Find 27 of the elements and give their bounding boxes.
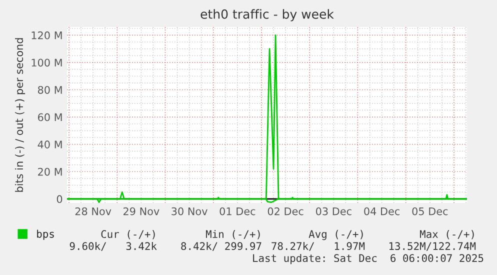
x-tick-label: 04 Dec <box>364 207 400 216</box>
text: Min (-/+) <box>206 230 260 240</box>
text: 78.27k/ 1.97M <box>272 242 365 251</box>
x-tick-label: 29 Nov <box>124 207 160 216</box>
y-axis-title: bits in (-) / out (+) per second <box>15 38 26 192</box>
legend-label: bps <box>37 230 54 240</box>
x-tick-label: 03 Dec <box>316 207 352 216</box>
chart-title: eth0 traffic - by week <box>200 9 334 22</box>
y-tick-label: 80 M <box>38 86 62 94</box>
text: 13.52M/122.74M <box>389 242 476 251</box>
x-tick-label: 28 Nov <box>75 207 112 216</box>
text: Cur (-/+) <box>101 230 155 240</box>
y-tick-label: 0 <box>56 195 62 204</box>
y-tick-label: 20 M <box>38 168 62 176</box>
text: 9.60k/ 3.42k <box>70 242 157 251</box>
text: Max (-/+) <box>420 230 474 240</box>
x-tick-label: 30 Nov <box>172 207 208 216</box>
x-tick-label: 05 Dec <box>412 207 448 216</box>
text: Avg (-/+) <box>308 230 363 240</box>
y-tick-label: 40 M <box>38 140 62 148</box>
x-tick-label: 01 Dec <box>220 207 256 216</box>
y-tick-label: 60 M <box>38 113 62 122</box>
y-tick-label: 100 M <box>32 58 62 67</box>
x-tick-label: 02 Dec <box>268 207 304 216</box>
text: Last update: Sat Dec 6 06:00:07 2025 <box>253 254 484 264</box>
y-tick-label: 120 M <box>32 31 62 40</box>
text: 8.42k/ 299.97 <box>181 242 262 251</box>
